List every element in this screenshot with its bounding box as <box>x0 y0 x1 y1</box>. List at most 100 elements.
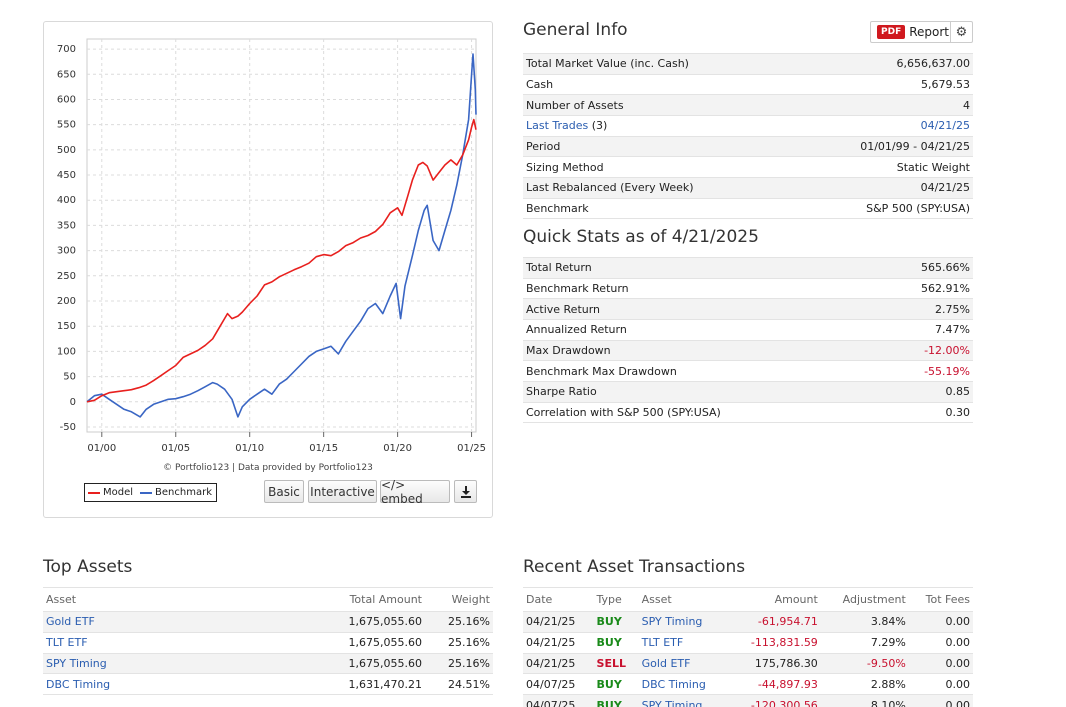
asset-link[interactable]: SPY Timing <box>43 653 223 675</box>
stat-label: Max Drawdown <box>526 344 611 358</box>
col-adjustment[interactable]: Adjustment <box>820 587 909 612</box>
col-type[interactable]: Type <box>593 587 639 612</box>
gear-icon[interactable]: ⚙ <box>950 22 972 42</box>
col-tot-fees[interactable]: Tot Fees <box>908 587 973 612</box>
info-row: Total Market Value (inc. Cash) 6,656,637.… <box>523 53 973 74</box>
col-amount[interactable]: Amount <box>727 587 821 612</box>
performance-chart: -50 0 50 100 150 200 250 300 350 400 450 500 550 600 6… <box>57 38 486 454</box>
info-label: Total Market Value (inc. Cash) <box>526 57 689 71</box>
quick-stats-table: Total Return 565.66% Benchmark Return 562.… <box>523 257 973 423</box>
transactions-title: Recent Asset Transactions <box>523 557 746 577</box>
stat-value: 2.75% <box>935 302 970 316</box>
tx-amount: -61,954.71 <box>727 611 821 633</box>
stat-row: Sharpe Ratio 0.85 <box>523 381 973 402</box>
chart-legend[interactable]: Model Benchmark <box>84 483 217 502</box>
col-weight[interactable]: Weight <box>425 587 493 612</box>
tx-fees: 0.00 <box>908 632 973 654</box>
stat-value: 565.66% <box>921 261 970 275</box>
stat-label: Benchmark Return <box>526 282 629 296</box>
legend-benchmark-swatch <box>140 491 153 494</box>
last-trades-date-link[interactable]: 04/21/25 <box>920 119 970 133</box>
tx-fees: 0.00 <box>908 653 973 675</box>
info-label: Last Rebalanced (Every Week) <box>526 181 694 195</box>
info-label: Benchmark <box>526 201 589 215</box>
y-tick-label: 100 <box>57 346 76 357</box>
tx-type: BUY <box>593 632 639 654</box>
info-row: Benchmark S&P 500 (SPY:USA) <box>523 197 973 219</box>
last-trades-count: (3) <box>591 119 608 133</box>
stat-value: -12.00% <box>924 344 970 358</box>
stat-label: Total Return <box>526 261 592 275</box>
series-line-model <box>86 118 477 403</box>
stat-row: Total Return 565.66% <box>523 257 973 278</box>
y-tick-label: 0 <box>70 397 76 408</box>
tx-type: BUY <box>593 694 639 707</box>
col-asset[interactable]: Asset <box>43 587 223 612</box>
col-total-amount[interactable]: Total Amount <box>222 587 425 612</box>
table-row: 04/21/25 BUY TLT ETF -113,831.59 7.29% 0… <box>523 632 973 654</box>
x-tick-label: 01/00 <box>87 443 116 454</box>
tx-asset-link[interactable]: TLT ETF <box>638 632 728 654</box>
tx-adjustment: 8.10% <box>820 694 909 707</box>
table-row: 04/07/25 BUY DBC Timing -44,897.93 2.88%… <box>523 673 973 696</box>
col-date[interactable]: Date <box>523 587 594 612</box>
legend-model-swatch <box>88 491 100 494</box>
y-tick-label: 450 <box>57 170 76 181</box>
info-label: Number of Assets <box>526 98 624 112</box>
general-info-title: General Info <box>523 20 628 40</box>
tx-asset-link[interactable]: Gold ETF <box>638 653 728 675</box>
info-value: S&P 500 (SPY:USA) <box>866 201 970 215</box>
report-button[interactable]: PDF Report ⚙ <box>870 21 973 43</box>
x-tick-label: 01/05 <box>161 443 190 454</box>
col-asset[interactable]: Asset <box>638 587 728 612</box>
stat-label: Benchmark Max Drawdown <box>526 364 677 378</box>
general-info-table: Total Market Value (inc. Cash) 6,656,637.… <box>523 53 973 219</box>
transactions-table: Date Type Asset Amount Adjustment Tot Fe… <box>523 587 973 707</box>
tx-asset-link[interactable]: DBC Timing <box>638 673 728 696</box>
stat-value: 0.30 <box>945 405 971 419</box>
tx-date: 04/21/25 <box>523 611 594 633</box>
info-label: Cash <box>526 78 554 92</box>
tx-adjustment: 2.88% <box>820 673 909 696</box>
asset-link[interactable]: TLT ETF <box>43 632 223 654</box>
last-trades-link[interactable]: Last Trades <box>526 119 589 133</box>
tx-fees: 0.00 <box>908 694 973 707</box>
download-button[interactable] <box>454 480 477 503</box>
asset-link[interactable]: Gold ETF <box>43 611 223 633</box>
y-tick-label: -50 <box>60 422 76 433</box>
legend-model-label[interactable]: Model <box>103 487 134 498</box>
stat-label: Active Return <box>526 302 601 316</box>
asset-link[interactable]: DBC Timing <box>43 673 223 696</box>
basic-button[interactable]: Basic <box>264 480 304 503</box>
y-tick-label: 50 <box>63 372 76 383</box>
info-row: Period 01/01/99 - 04/21/25 <box>523 135 973 157</box>
stat-value: 562.91% <box>921 282 970 296</box>
tx-adjustment: -9.50% <box>820 653 909 675</box>
asset-weight: 25.16% <box>425 632 493 654</box>
x-tick-label: 01/15 <box>309 443 338 454</box>
tx-amount: -44,897.93 <box>727 673 821 696</box>
tx-date: 04/07/25 <box>523 673 594 696</box>
table-row: TLT ETF 1,675,055.60 25.16% <box>43 632 493 654</box>
tx-adjustment: 7.29% <box>820 632 909 654</box>
tx-date: 04/21/25 <box>523 632 594 654</box>
asset-weight: 24.51% <box>425 673 493 696</box>
y-tick-label: 350 <box>57 220 76 231</box>
top-assets-table: Asset Total Amount Weight Gold ETF 1,675… <box>43 587 493 696</box>
x-tick-label: 01/10 <box>235 443 264 454</box>
info-row: Number of Assets 4 <box>523 94 973 116</box>
tx-fees: 0.00 <box>908 611 973 633</box>
info-label: Period <box>526 140 561 154</box>
x-tick-label: 01/25 <box>457 443 486 454</box>
tx-date: 04/21/25 <box>523 653 594 675</box>
legend-benchmark-label[interactable]: Benchmark <box>155 487 212 498</box>
info-row: Last Rebalanced (Every Week) 04/21/25 <box>523 177 973 198</box>
tx-asset-link[interactable]: SPY Timing <box>638 694 728 707</box>
stat-label: Sharpe Ratio <box>526 385 597 399</box>
plot-area <box>86 38 477 433</box>
embed-button[interactable]: </> embed <box>380 478 450 506</box>
interactive-button[interactable]: Interactive <box>308 480 377 503</box>
info-row: Cash 5,679.53 <box>523 73 973 95</box>
info-value: 4 <box>963 98 970 112</box>
tx-asset-link[interactable]: SPY Timing <box>638 611 728 633</box>
